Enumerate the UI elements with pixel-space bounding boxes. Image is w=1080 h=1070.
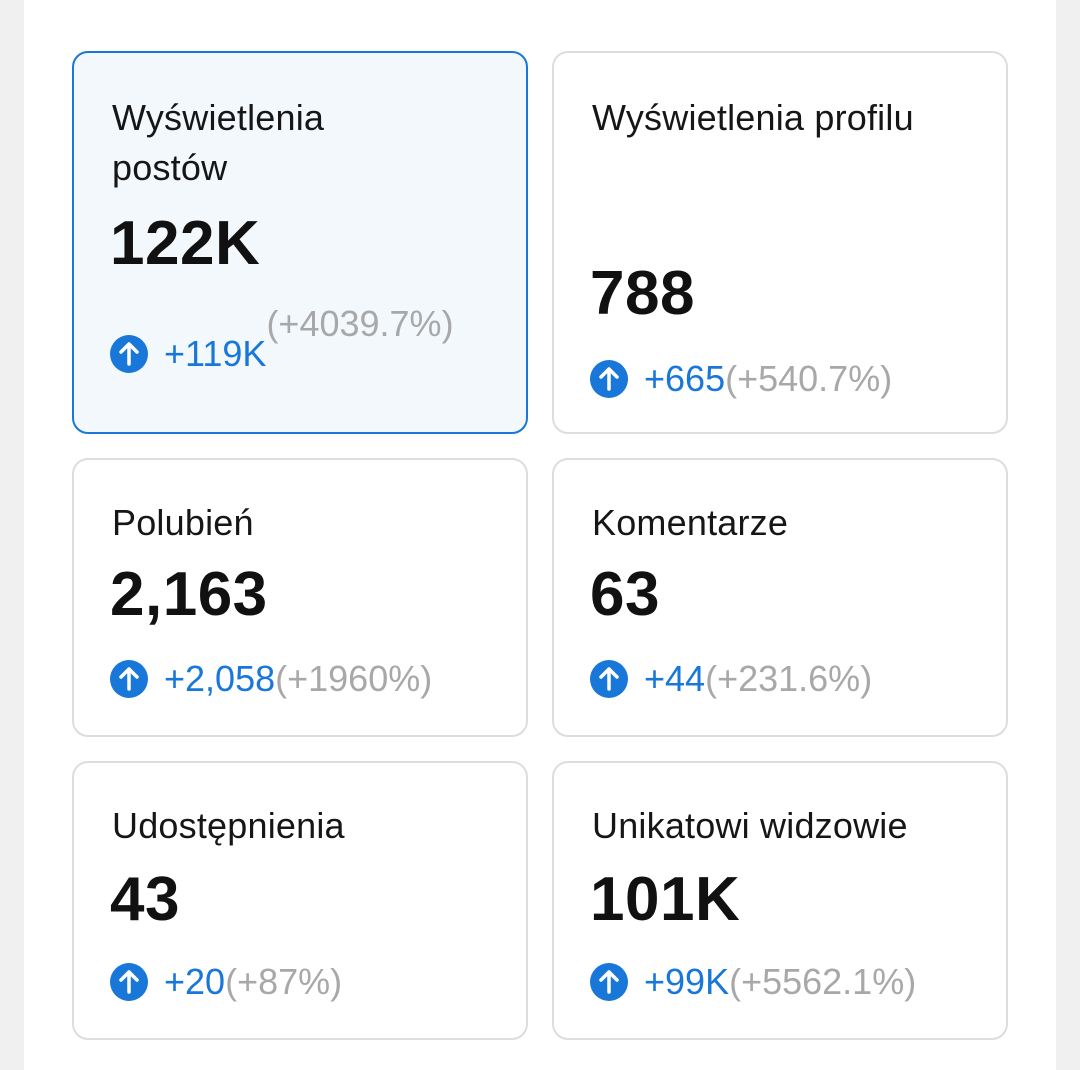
metric-title: Udostępnienia (112, 805, 345, 846)
metric-percent: (+4039.7%) (266, 303, 454, 344)
arrow-up-circle-icon (110, 963, 148, 1001)
metric-value: 788 (590, 259, 695, 328)
metric-title: Wyświetlenia postów (112, 97, 325, 188)
metric-delta: +119K (164, 333, 267, 374)
metric-change: +665 (+540.7%) (590, 358, 892, 404)
arrow-up-circle-icon (590, 660, 628, 698)
arrow-up-circle-icon (590, 963, 628, 1001)
metric-percent: (+231.6%) (705, 658, 873, 699)
metric-value: 43 (110, 865, 180, 934)
metric-title: Unikatowi widzowie (592, 805, 908, 846)
insights-panel: Wyświetlenia postów 122K +119K (+4039.7%… (24, 0, 1056, 1070)
metric-change: +2,058 (+1960%) (110, 658, 432, 704)
arrow-up-circle-icon (590, 360, 628, 398)
metric-value: 63 (590, 560, 660, 629)
metric-card-profile-views[interactable]: Wyświetlenia profilu 788 +665 (+540.7%) (552, 51, 1008, 434)
metric-card-post-views[interactable]: Wyświetlenia postów 122K +119K (+4039.7%… (72, 51, 528, 434)
metric-delta: +44 (644, 658, 706, 699)
metric-title: Wyświetlenia profilu (592, 97, 914, 138)
metric-value: 101K (590, 865, 741, 934)
metric-card-unique-viewers[interactable]: Unikatowi widzowie 101K +99K (+5562.1%) (552, 761, 1008, 1040)
metric-percent: (+5562.1%) (729, 961, 917, 1002)
metric-delta: +2,058 (164, 658, 276, 699)
metric-title: Komentarze (592, 502, 789, 543)
metric-value: 122K (110, 209, 261, 278)
metric-change: +20 (+87%) (110, 961, 342, 1007)
metric-delta: +99K (644, 961, 730, 1002)
metric-delta: +665 (644, 358, 726, 399)
arrow-up-circle-icon (110, 660, 148, 698)
metric-title: Polubień (112, 502, 254, 543)
arrow-up-circle-icon (110, 335, 148, 373)
metric-change: +99K (+5562.1%) (590, 961, 916, 1007)
metric-card-shares[interactable]: Udostępnienia 43 +20 (+87%) (72, 761, 528, 1040)
metric-delta: +20 (164, 961, 226, 1002)
metric-percent: (+540.7%) (725, 358, 893, 399)
metric-value: 2,163 (110, 560, 268, 629)
metric-change: +44 (+231.6%) (590, 658, 872, 704)
metric-percent: (+1960%) (275, 658, 433, 699)
metric-change: +119K (+4039.7%) (110, 303, 482, 379)
metric-card-comments[interactable]: Komentarze 63 +44 (+231.6%) (552, 458, 1008, 737)
metric-percent: (+87%) (225, 961, 343, 1002)
metric-card-likes[interactable]: Polubień 2,163 +2,058 (+1960%) (72, 458, 528, 737)
